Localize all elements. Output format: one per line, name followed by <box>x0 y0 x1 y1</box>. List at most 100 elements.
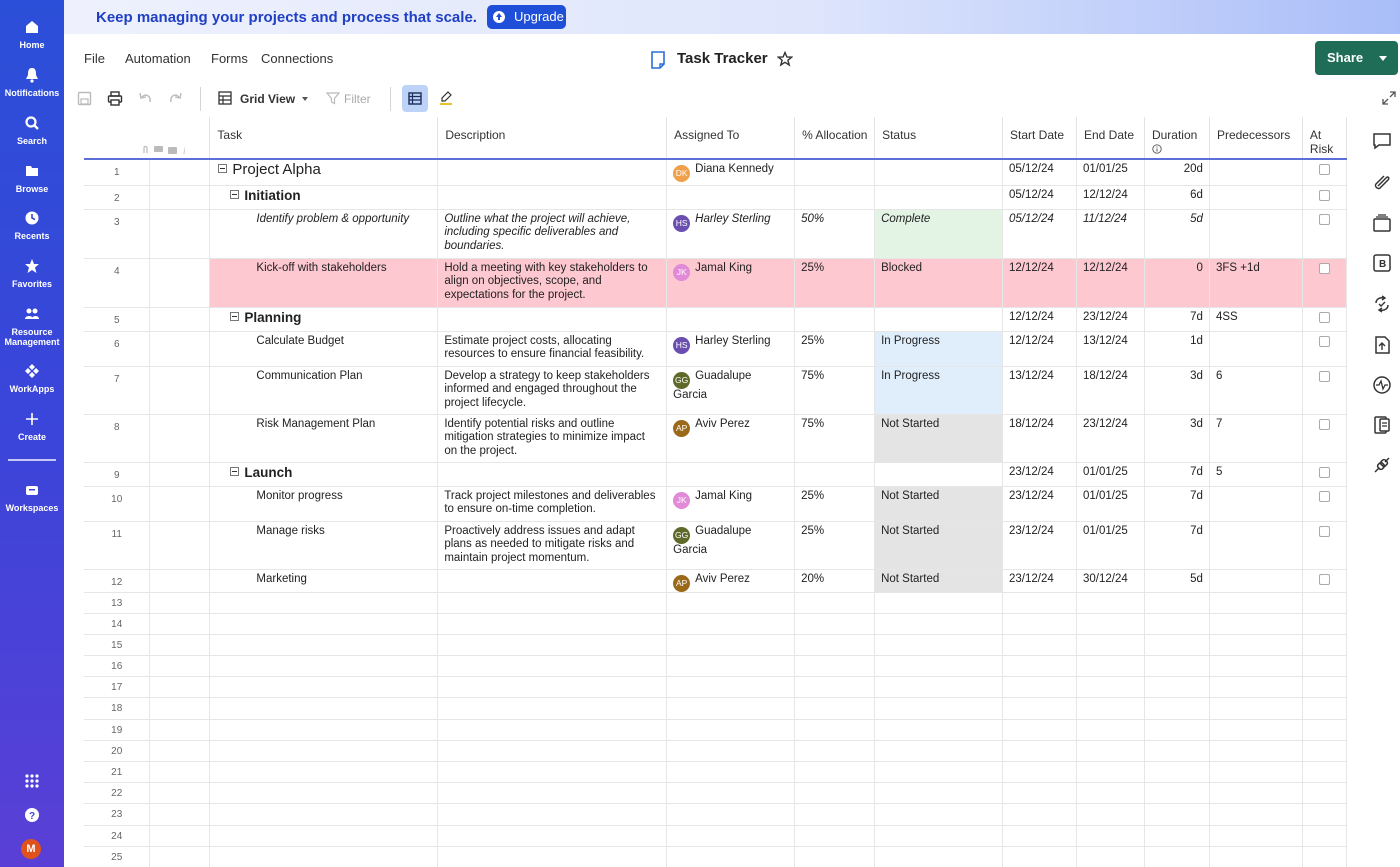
expand-icon[interactable] <box>1382 91 1396 105</box>
row-number[interactable]: 5 <box>84 307 151 332</box>
predecessors-cell[interactable]: 3FS +1d <box>1209 258 1303 308</box>
row-number[interactable]: 21 <box>84 761 151 784</box>
empty-cell[interactable] <box>1302 719 1347 741</box>
empty-cell[interactable] <box>1002 740 1077 763</box>
at-risk-checkbox[interactable] <box>1318 573 1330 585</box>
row-number[interactable]: 3 <box>84 209 151 259</box>
empty-cell[interactable] <box>874 697 1003 720</box>
activity-icon[interactable] <box>1372 375 1392 395</box>
at-risk-checkbox[interactable] <box>1318 311 1330 323</box>
empty-cell[interactable] <box>666 846 796 867</box>
empty-cell[interactable] <box>1076 825 1145 847</box>
menu-file[interactable]: File <box>84 51 105 66</box>
table-row[interactable]: 6 Calculate Budget Estimate project costs,… <box>84 331 1347 367</box>
empty-cell[interactable] <box>1002 846 1077 867</box>
assigned-to-cell[interactable]: JK Jamal King <box>666 258 796 308</box>
end-date-cell[interactable]: 01/01/25 <box>1076 159 1145 186</box>
status-cell[interactable]: In Progress <box>874 366 1003 415</box>
summary-icon[interactable] <box>1372 415 1392 435</box>
col-duration[interactable]: Duration <box>1144 117 1210 160</box>
empty-cell[interactable] <box>1302 740 1347 763</box>
empty-cell[interactable] <box>1144 676 1210 699</box>
description-cell[interactable]: Estimate project costs, allocating resou… <box>437 331 668 367</box>
assigned-to-cell[interactable] <box>666 462 796 487</box>
start-date-cell[interactable]: 23/12/24 <box>1002 569 1077 593</box>
menu-connections[interactable]: Connections <box>261 51 334 66</box>
predecessors-cell[interactable]: 6 <box>1209 366 1303 415</box>
empty-cell[interactable] <box>666 803 796 826</box>
row-icons-cell[interactable] <box>149 462 211 487</box>
empty-cell[interactable] <box>1144 761 1210 784</box>
empty-cell[interactable] <box>666 825 796 847</box>
end-date-cell[interactable]: 23/12/24 <box>1076 307 1145 332</box>
empty-cell[interactable] <box>874 655 1003 678</box>
grid-mode-button[interactable] <box>402 85 428 112</box>
empty-cell[interactable] <box>437 676 668 699</box>
table-row[interactable]: 3 Identify problem & opportunity Outline w… <box>84 209 1347 259</box>
col-assigned-to[interactable]: Assigned To <box>666 117 796 160</box>
row-number[interactable]: 24 <box>84 825 151 847</box>
filter-button[interactable]: Filter <box>325 91 371 108</box>
row-number[interactable]: 15 <box>84 634 151 657</box>
empty-cell[interactable] <box>1002 719 1077 741</box>
empty-cell[interactable] <box>794 697 876 720</box>
col-predecessors[interactable]: Predecessors <box>1209 117 1303 160</box>
duration-cell[interactable]: 7d <box>1144 307 1210 332</box>
app-launcher[interactable] <box>0 773 64 794</box>
duration-cell[interactable]: 5d <box>1144 569 1210 593</box>
empty-cell[interactable] <box>149 825 211 847</box>
row-icons-cell[interactable] <box>149 307 211 332</box>
row-number[interactable]: 8 <box>84 414 151 463</box>
at-risk-checkbox[interactable] <box>1318 189 1330 201</box>
empty-cell[interactable] <box>666 634 796 657</box>
allocation-cell[interactable] <box>794 462 876 487</box>
empty-cell[interactable] <box>149 655 211 678</box>
empty-cell[interactable] <box>437 846 668 867</box>
empty-cell[interactable] <box>1302 846 1347 867</box>
empty-cell[interactable] <box>1302 634 1347 657</box>
empty-cell[interactable] <box>1144 825 1210 847</box>
task-cell[interactable]: Communication Plan <box>209 366 439 415</box>
table-row[interactable]: 10 Monitor progress Track project mileston… <box>84 486 1347 522</box>
at-risk-cell[interactable] <box>1302 569 1347 593</box>
empty-cell[interactable] <box>874 782 1003 805</box>
row-number[interactable]: 20 <box>84 740 151 763</box>
row-number[interactable]: 25 <box>84 846 151 867</box>
task-cell[interactable]: Initiation <box>209 185 439 210</box>
duration-cell[interactable]: 7d <box>1144 486 1210 522</box>
empty-cell[interactable] <box>1209 761 1303 784</box>
empty-cell[interactable] <box>437 634 668 657</box>
predecessors-cell[interactable] <box>1209 159 1303 186</box>
empty-cell[interactable] <box>794 676 876 699</box>
favorite-star-icon[interactable] <box>777 51 793 67</box>
start-date-cell[interactable]: 18/12/24 <box>1002 414 1077 463</box>
info-icon[interactable] <box>1152 144 1162 154</box>
row-icons-cell[interactable] <box>149 569 211 593</box>
empty-cell[interactable] <box>1076 676 1145 699</box>
row-number[interactable]: 9 <box>84 462 151 487</box>
status-cell[interactable]: Not Started <box>874 486 1003 522</box>
table-row[interactable]: 12 Marketing AP Aviv Perez 20% Not Started 23/… <box>84 569 1347 593</box>
task-cell[interactable]: Planning <box>209 307 439 332</box>
at-risk-checkbox[interactable] <box>1318 213 1330 225</box>
allocation-cell[interactable]: 75% <box>794 414 876 463</box>
row-number[interactable]: 19 <box>84 719 151 741</box>
empty-cell[interactable] <box>149 846 211 867</box>
description-cell[interactable]: Identify potential risks and outline mit… <box>437 414 668 463</box>
empty-cell[interactable] <box>1076 592 1145 614</box>
highlight-icon[interactable] <box>438 90 454 106</box>
allocation-cell[interactable]: 20% <box>794 569 876 593</box>
empty-cell[interactable] <box>1302 803 1347 826</box>
nav-home[interactable]: Home <box>0 19 64 50</box>
empty-cell[interactable] <box>1076 697 1145 720</box>
empty-cell[interactable] <box>437 803 668 826</box>
empty-cell[interactable] <box>794 761 876 784</box>
row-icons-cell[interactable] <box>149 414 211 463</box>
task-cell[interactable]: Monitor progress <box>209 486 439 522</box>
at-risk-cell[interactable] <box>1302 331 1347 367</box>
at-risk-checkbox[interactable] <box>1318 525 1330 537</box>
description-cell[interactable] <box>437 159 668 186</box>
col-end-date[interactable]: End Date <box>1076 117 1145 160</box>
empty-cell[interactable] <box>1302 676 1347 699</box>
empty-cell[interactable] <box>209 825 439 847</box>
